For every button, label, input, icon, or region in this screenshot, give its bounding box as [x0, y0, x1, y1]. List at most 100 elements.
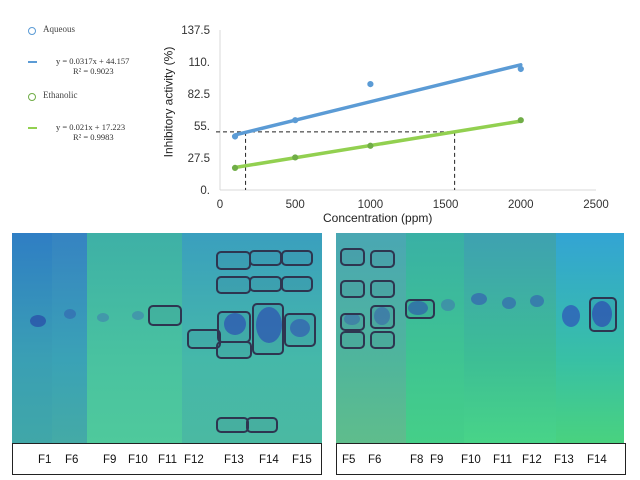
x-tick-label: 2000	[508, 199, 534, 211]
spot-f9	[441, 299, 455, 311]
spot-f13	[224, 313, 246, 335]
spot-f6	[64, 309, 76, 319]
plate-strip	[52, 233, 87, 443]
lane-label-f11: F11	[158, 454, 177, 466]
plate-strip	[406, 233, 464, 443]
spot-f9	[97, 313, 109, 322]
tlc-plate-right: F5 F6 F8 F9 F10 F11 F12 F13 F14	[336, 233, 626, 475]
scatter-chart: 0. 27.5 55. 82.5 110. 137.5 0 500 1000 1500 2000 25…	[181, 25, 609, 211]
y-tick-label: 82.5	[188, 89, 210, 101]
data-point-aqueous	[292, 117, 299, 124]
data-point-aqueous	[367, 81, 374, 88]
highlight-box	[252, 303, 284, 355]
lane-label-f8: F8	[410, 454, 424, 466]
highlight-box	[281, 276, 313, 292]
highlight-box	[148, 305, 182, 326]
trendline-ethanolic	[233, 119, 523, 170]
ethanolic-marker-icon	[28, 93, 36, 101]
highlight-box	[370, 250, 395, 268]
spot-f8	[408, 301, 428, 315]
spot-f10	[132, 311, 144, 320]
tlc-plate-left: F1 F6 F9 F10 F11 F12 F13 F14 F15	[12, 233, 322, 475]
highlight-box	[281, 250, 313, 266]
spot-f10	[471, 293, 487, 305]
legend-aqueous-eq: y = 0.0317x + 44.157	[56, 56, 130, 66]
highlight-box	[405, 299, 435, 319]
lane-label-f14: F14	[587, 454, 607, 466]
legend-aqueous-label: Aqueous	[43, 24, 75, 34]
spot-f15	[290, 319, 310, 337]
highlight-box	[370, 331, 395, 349]
x-tick-label: 2500	[583, 199, 609, 211]
spot-f14	[592, 301, 612, 327]
legend-ethanolic-eq: y = 0.021x + 17.223	[56, 122, 126, 132]
highlight-box	[216, 417, 249, 433]
spot-f5	[344, 313, 360, 325]
highlight-box	[370, 305, 395, 329]
highlight-box	[217, 311, 251, 343]
highlight-box	[284, 313, 316, 347]
plate-strip	[12, 233, 52, 443]
plate-strip	[556, 233, 624, 443]
legend-ethanolic-r2: R² = 0.9983	[73, 132, 114, 142]
highlight-box	[249, 276, 282, 292]
spot-f11	[502, 297, 516, 309]
plate-strip	[87, 233, 182, 443]
aqueous-marker-icon	[28, 27, 36, 35]
data-point-ethanolic	[367, 142, 374, 149]
highlight-box	[216, 251, 251, 270]
spot-f12	[530, 295, 544, 307]
y-tick-label: 137.5	[181, 25, 210, 37]
lane-label-f13: F13	[554, 454, 574, 466]
data-point-aqueous	[231, 133, 239, 140]
y-tick-label: 0.	[200, 185, 210, 197]
lane-label-f12: F12	[184, 454, 204, 466]
legend-ethanolic-label: Ethanolic	[43, 90, 78, 100]
lane-label-f6: F6	[368, 454, 382, 466]
highlight-box	[249, 250, 282, 266]
ethanolic-trendline-icon	[28, 127, 37, 129]
data-point-ethanolic	[231, 164, 239, 171]
lane-label-bar	[12, 443, 322, 475]
highlight-box	[216, 341, 252, 359]
plate-strip	[464, 233, 556, 443]
data-point-ethanolic	[292, 154, 299, 161]
aqueous-trendline-icon	[28, 61, 37, 63]
legend: Aqueous y = 0.0317x + 44.157 R² = 0.9023…	[28, 20, 178, 150]
lane-label-f1: F1	[38, 454, 52, 466]
x-tick-label: 1500	[433, 199, 459, 211]
legend-aqueous-r2: R² = 0.9023	[73, 66, 114, 76]
data-point-aqueous	[517, 65, 524, 73]
y-tick-label: 55.	[194, 121, 210, 133]
x-tick-label: 0	[217, 199, 223, 211]
x-axis-label: Concentration (ppm)	[323, 211, 433, 225]
spot-f6	[374, 307, 390, 325]
lane-label-f6: F6	[65, 454, 79, 466]
lane-label-f10: F10	[461, 454, 481, 466]
highlight-box	[340, 280, 365, 298]
highlight-box	[370, 280, 395, 298]
highlight-box	[216, 276, 251, 294]
lane-label-f15: F15	[292, 454, 312, 466]
lane-label-f9: F9	[103, 454, 117, 466]
spot-f14	[256, 307, 282, 343]
lane-label-f5: F5	[342, 454, 356, 466]
y-axis-label: Inhibitory activity (%)	[161, 46, 176, 158]
highlight-box	[340, 331, 365, 349]
y-tick-label: 110.	[188, 57, 210, 69]
lane-label-f9: F9	[430, 454, 444, 466]
trendline-aqueous	[233, 63, 523, 137]
y-tick-label: 27.5	[188, 153, 210, 165]
lane-label-f13: F13	[224, 454, 244, 466]
highlight-box	[340, 248, 365, 266]
data-point-ethanolic	[517, 117, 524, 124]
lane-label-f10: F10	[128, 454, 148, 466]
highlight-box	[246, 417, 278, 433]
lane-label-bar	[336, 443, 626, 475]
x-tick-label: 500	[286, 199, 305, 211]
lane-label-f12: F12	[522, 454, 542, 466]
x-tick-label: 1000	[358, 199, 384, 211]
lane-label-f11: F11	[493, 454, 512, 466]
lane-label-f14: F14	[259, 454, 279, 466]
highlight-box	[589, 297, 617, 332]
